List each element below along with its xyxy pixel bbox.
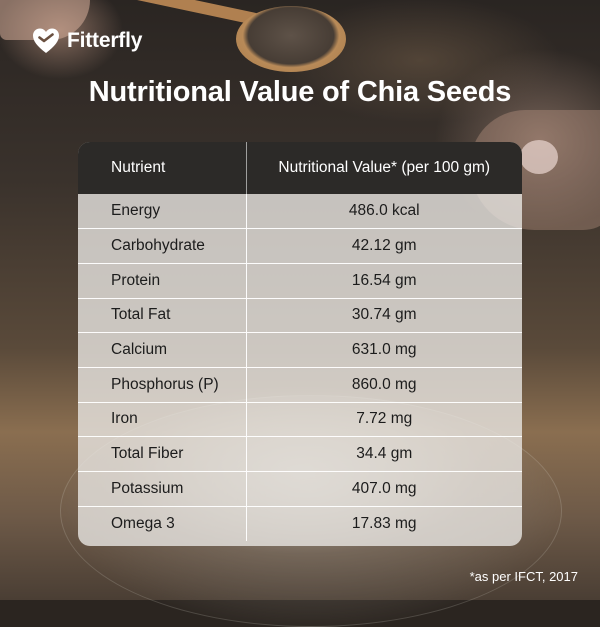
table-row: Phosphorus (P) 860.0 mg — [78, 366, 522, 403]
nutrient-value: 30.74 gm — [245, 297, 522, 333]
nutrient-value: 16.54 gm — [245, 262, 522, 299]
page-title: Nutritional Value of Chia Seeds — [88, 76, 512, 108]
nutrient-name: Protein — [78, 262, 246, 299]
brand-logo: Fitterfly — [31, 26, 142, 56]
nutrient-name: Iron — [78, 401, 246, 437]
table-row: Total Fiber 34.4 gm — [78, 436, 522, 472]
nutrient-value: 486.0 kcal — [245, 194, 522, 229]
table-header-row: Nutrient Nutritional Value* (per 100 gm) — [78, 142, 522, 194]
nutrient-name: Energy — [111, 202, 161, 220]
nutrition-table: Nutrient Nutritional Value* (per 100 gm)… — [78, 142, 522, 541]
nutrient-name: Carbohydrate — [78, 228, 246, 264]
nutrient-value: 17.83 mg — [245, 505, 522, 541]
nutrient-value: 860.0 mg — [245, 366, 522, 403]
nutrient-value: 407.0 mg — [245, 471, 522, 507]
header-nutrient: Nutrient — [111, 159, 166, 176]
table-row: Calcium 631.0 mg — [78, 332, 522, 368]
nutrient-name: Phosphorus (P) — [78, 366, 246, 403]
brand-name: Fitterfly — [67, 29, 143, 52]
table-row: Energy 486.0 kcal — [78, 194, 522, 229]
header-nutritional-value: Nutritional Value* (per 100 gm) — [245, 142, 522, 194]
nutrient-name: Total Fiber — [78, 436, 246, 472]
table-row: Iron 7.72 mg — [78, 401, 522, 437]
nutrient-value: 42.12 gm — [245, 228, 522, 264]
nutrient-value: 631.0 mg — [245, 332, 522, 368]
table-row: Protein 16.54 gm — [78, 262, 522, 299]
table-row: Omega 3 17.83 mg — [78, 505, 522, 541]
table-row: Carbohydrate 42.12 gm — [78, 228, 522, 264]
footnote: *as per IFCT, 2017 — [469, 569, 578, 584]
nutrient-name: Total Fat — [78, 297, 246, 333]
nutrient-name: Calcium — [78, 332, 246, 368]
table-row: Total Fat 30.74 gm — [78, 297, 522, 333]
nutrient-value: 34.4 gm — [245, 436, 522, 472]
background-fingernail — [520, 140, 558, 174]
nutrient-name: Omega 3 — [78, 505, 246, 541]
nutrient-value: 7.72 mg — [245, 401, 522, 437]
background-spoon — [236, 6, 346, 72]
nutrition-table-card: Nutrient Nutritional Value* (per 100 gm)… — [78, 142, 522, 546]
table-row: Potassium 407.0 mg — [78, 471, 522, 507]
nutrient-name: Potassium — [78, 471, 246, 507]
heart-logo-icon — [33, 28, 59, 53]
